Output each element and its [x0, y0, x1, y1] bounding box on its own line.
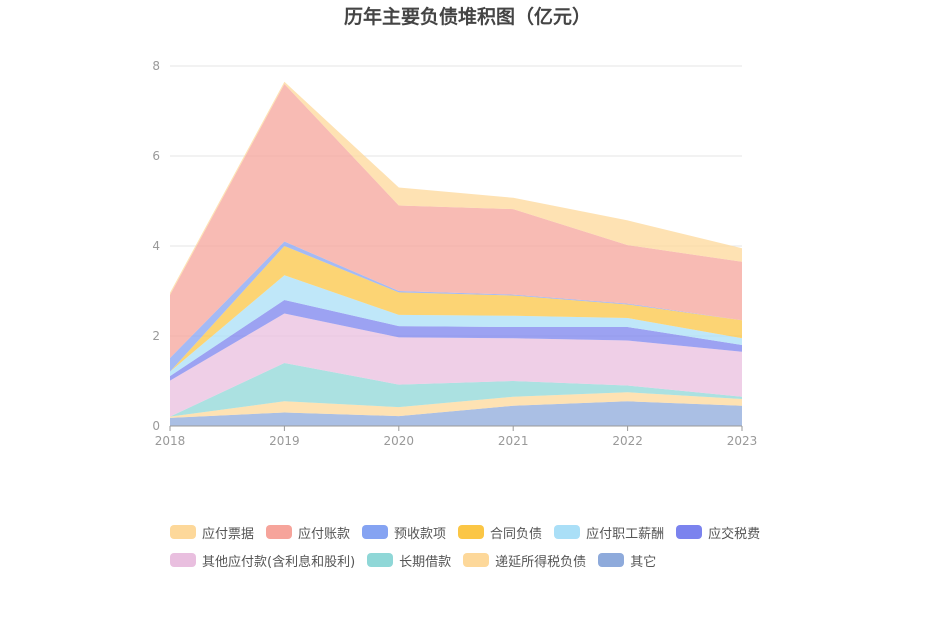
legend-swatch — [458, 525, 485, 539]
legend-item[interactable]: 其它 — [598, 551, 656, 570]
x-tick-label: 2021 — [498, 434, 529, 448]
legend-item[interactable]: 其他应付款(含利息和股利) — [170, 551, 355, 570]
chart-title: 历年主要负债堆积图（亿元） — [343, 6, 591, 28]
legend-swatch — [676, 525, 703, 539]
legend-label: 长期借款 — [399, 554, 452, 570]
legend-swatch — [170, 525, 196, 539]
stacked-area-chart: 0 2 4 6 8 2018 2019 2020 2021 2022 2023 — [152, 59, 758, 448]
legend-swatch — [554, 525, 581, 539]
legend-label: 其他应付款(含利息和股利) — [202, 554, 356, 570]
area-series-4 — [170, 300, 742, 381]
x-tick-label: 2020 — [384, 434, 415, 448]
legend-item[interactable]: 应交税费 — [676, 523, 760, 542]
legend-item[interactable]: 递延所得税负债 — [463, 551, 586, 570]
legend-swatch — [362, 525, 389, 539]
area-series-2 — [170, 363, 742, 417]
legend-label: 递延所得税负债 — [495, 554, 587, 570]
x-tick-label: 2018 — [155, 434, 186, 448]
area-series-8 — [170, 84, 742, 358]
y-tick-label: 2 — [152, 329, 160, 343]
legend-swatch — [367, 553, 394, 567]
legend-item[interactable]: 应付职工薪酬 — [554, 523, 664, 542]
x-tick-label: 2022 — [612, 434, 643, 448]
legend-row: 其他应付款(含利息和股利) 长期借款 递延所得税负债 其它 — [170, 546, 790, 574]
legend-item[interactable]: 合同负债 — [458, 523, 542, 542]
area-series-3 — [170, 313, 742, 417]
y-tick-label: 8 — [152, 59, 160, 73]
legend-label: 应付职工薪酬 — [586, 526, 665, 542]
legend-item[interactable]: 应付票据 — [170, 523, 254, 542]
legend-label: 应交税费 — [708, 526, 761, 542]
area-series-1 — [170, 392, 742, 418]
chart-legend: 应付票据 应付账款 预收款项 合同负债 应付职工薪酬 应交税费其他应付款(含利息和股利) 长… — [170, 518, 790, 574]
legend-swatch — [266, 525, 293, 539]
legend-label: 合同负债 — [490, 526, 543, 542]
legend-item[interactable]: 应付账款 — [266, 523, 350, 542]
legend-swatch — [598, 553, 625, 567]
area-series-0 — [170, 401, 742, 426]
x-tick-label: 2023 — [727, 434, 758, 448]
legend-swatch — [463, 553, 490, 567]
legend-label: 其它 — [630, 554, 657, 570]
legend-label: 预收款项 — [394, 526, 447, 542]
legend-row: 应付票据 应付账款 预收款项 合同负债 应付职工薪酬 应交税费 — [170, 518, 790, 546]
y-tick-label: 6 — [152, 149, 160, 163]
legend-label: 应付账款 — [298, 526, 351, 542]
y-tick-label: 0 — [152, 419, 160, 433]
area-series-5 — [170, 275, 742, 377]
y-tick-label: 4 — [152, 239, 160, 253]
area-series-6 — [170, 246, 742, 372]
legend-label: 应付票据 — [202, 526, 255, 542]
legend-item[interactable]: 预收款项 — [362, 523, 446, 542]
legend-swatch — [170, 553, 196, 567]
x-tick-label: 2019 — [269, 434, 300, 448]
legend-item[interactable]: 长期借款 — [367, 551, 451, 570]
